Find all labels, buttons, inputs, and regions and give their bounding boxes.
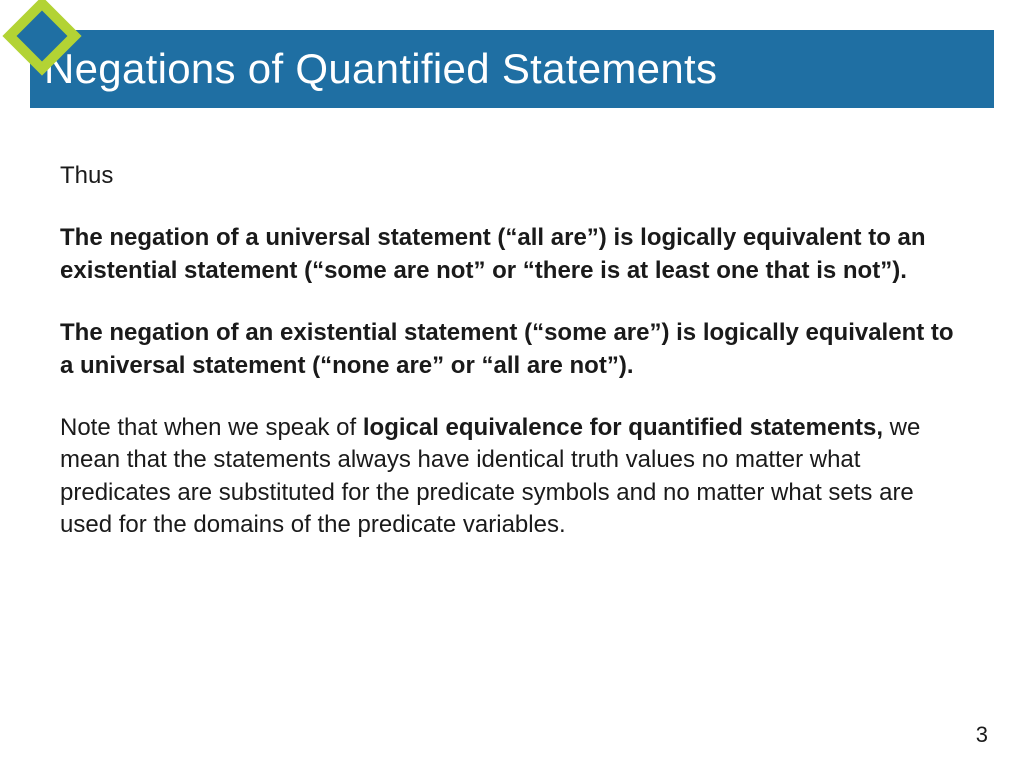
title-bar: Negations of Quantified Statements xyxy=(30,30,994,108)
paragraph-3: Note that when we speak of logical equiv… xyxy=(60,412,964,542)
paragraph-1-bold: The negation of a universal statement (“… xyxy=(60,224,926,283)
paragraph-2-bold: The negation of an existential statement… xyxy=(60,319,954,378)
paragraph-2: The negation of an existential statement… xyxy=(60,317,964,382)
slide-title: Negations of Quantified Statements xyxy=(44,45,717,93)
paragraph-1: The negation of a universal statement (“… xyxy=(60,222,964,287)
page-number: 3 xyxy=(976,722,988,748)
paragraph-3-bold: logical equivalence for quantified state… xyxy=(363,414,883,441)
diamond-inner xyxy=(17,11,68,62)
intro-word: Thus xyxy=(60,160,964,192)
slide-body: Thus The negation of a universal stateme… xyxy=(60,160,964,572)
paragraph-3-prefix: Note that when we speak of xyxy=(60,414,363,441)
